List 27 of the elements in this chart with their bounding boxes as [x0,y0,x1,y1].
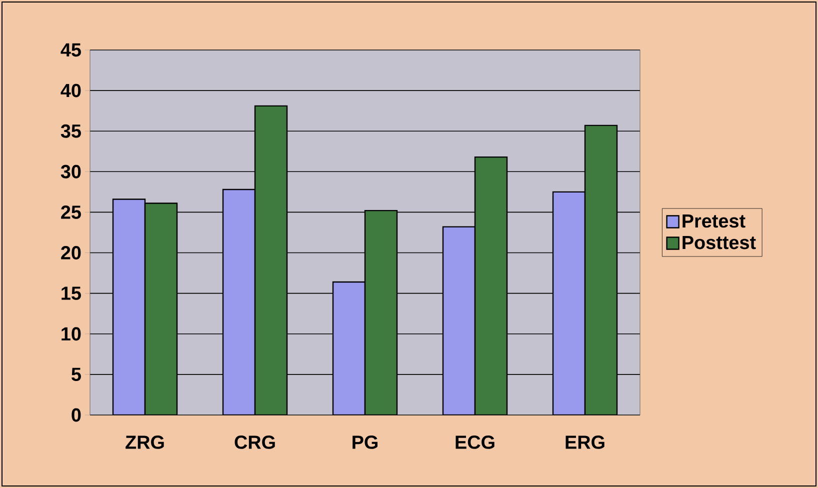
bar [144,202,178,415]
y-tick-label: 45 [60,43,81,57]
y-tick-label: 5 [72,368,81,382]
y-tick-label: 20 [61,246,81,260]
x-tick-label: CRG [234,436,275,449]
y-tick-label: 10 [62,327,81,341]
y-tick-label: 30 [60,164,81,178]
y-tick-label: 25 [61,206,81,219]
legend-label: Posttest [682,236,756,250]
bar [442,226,476,415]
x-tick-label: ECG [456,436,494,449]
bar [222,188,256,415]
y-tick-label: 35 [60,124,81,138]
bar [552,191,586,415]
bar [584,124,618,415]
bar [254,105,288,415]
x-tick-label: ZRG [126,436,164,449]
bar [112,198,146,415]
legend-label: Pretest [682,214,746,228]
x-tick-label: PG [352,436,378,449]
bar [364,210,398,415]
x-tick-label: ERG [566,436,604,449]
y-tick-label: 40 [60,84,81,98]
bar [332,281,366,415]
y-tick-label: 15 [62,286,81,300]
bar [474,156,508,415]
y-tick-label: 0 [72,408,81,422]
